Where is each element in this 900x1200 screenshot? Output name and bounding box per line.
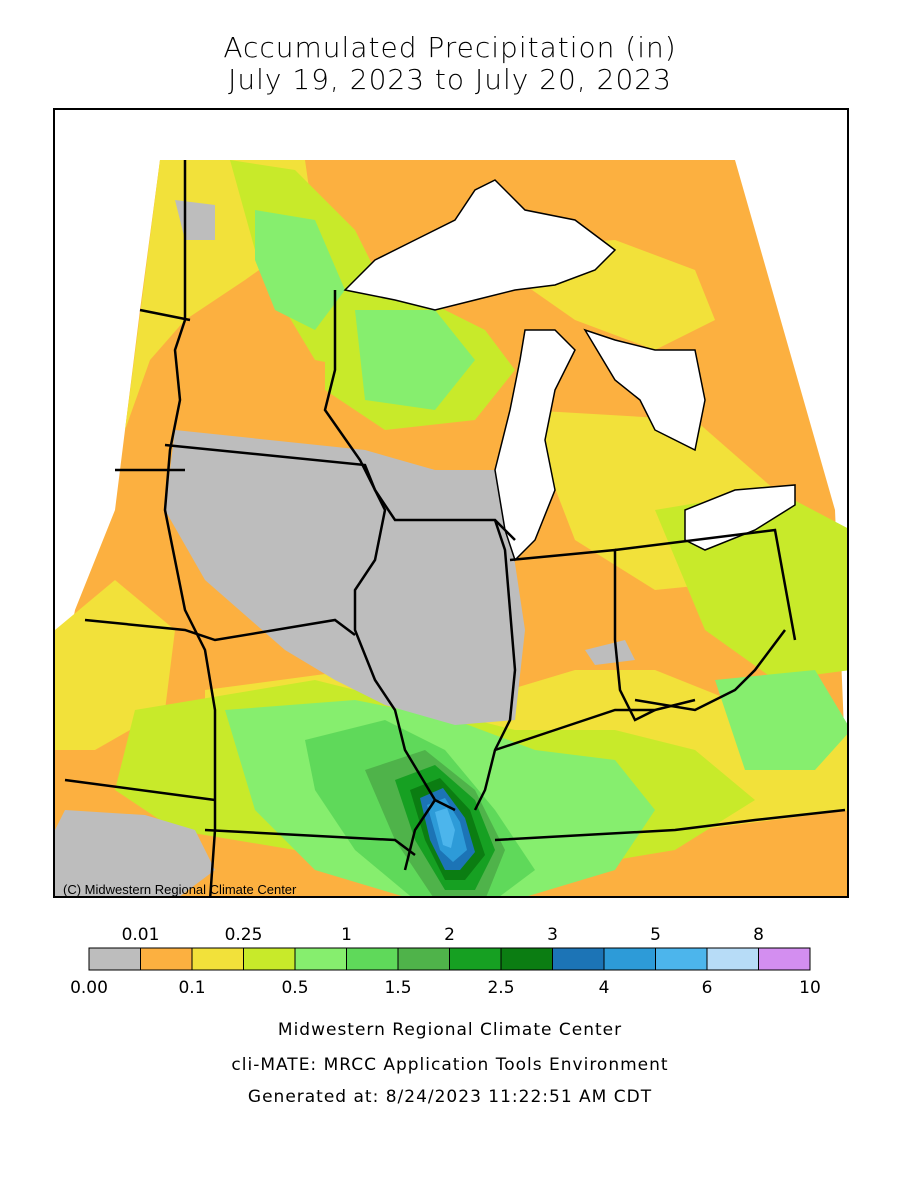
legend-bottom-label: 6: [702, 978, 713, 998]
legend-top-label: 3: [547, 925, 558, 945]
legend-swatch: [346, 947, 399, 971]
footer-organization: Midwestern Regional Climate Center: [277, 1020, 623, 1040]
legend-swatch: [140, 947, 193, 971]
legend-swatch: [758, 947, 811, 971]
legend-swatch: [706, 947, 759, 971]
precip-legend: 0.01 0.25 1 2 3 5 8 0.00 0.1 0.5 1.5 2.5 4 6 10: [0, 915, 900, 1005]
legend-top-label: 5: [650, 925, 661, 945]
legend-swatch: [294, 947, 347, 971]
legend-top-label: 1: [341, 925, 352, 945]
legend-top-label: 0.25: [225, 925, 263, 945]
map-date-range: July 19, 2023 to July 20, 2023: [228, 63, 672, 96]
legend-swatch: [449, 947, 502, 971]
legend-swatch: [88, 947, 141, 971]
copyright-label: (C) Midwestern Regional Climate Center: [63, 882, 297, 897]
legend-bottom-label: 1.5: [384, 978, 411, 998]
legend-swatch: [655, 947, 708, 971]
legend-bottom-label: 2.5: [487, 978, 514, 998]
legend-bottom-label: 0.1: [178, 978, 205, 998]
legend-bottom-label: 0.00: [70, 978, 108, 998]
legend-bottom-label: 4: [599, 978, 610, 998]
state-borders: [64, 160, 846, 896]
legend-swatch: [191, 947, 244, 971]
legend-swatch: [243, 947, 296, 971]
legend-swatch: [500, 947, 553, 971]
footer-tool: cli-MATE: MRCC Application Tools Environ…: [231, 1055, 669, 1075]
legend-swatch: [603, 947, 656, 971]
legend-swatch: [397, 947, 450, 971]
legend-top-label: 0.01: [122, 925, 160, 945]
map-title: Accumulated Precipitation (in): [223, 31, 677, 64]
legend-top-label: 2: [444, 925, 455, 945]
footer-generated: Generated at: 8/24/2023 11:22:51 AM CDT: [247, 1087, 653, 1107]
legend-swatch: [552, 947, 605, 971]
precip-field: [55, 160, 847, 896]
legend-top-label: 8: [753, 925, 764, 945]
precipitation-map: (C) Midwestern Regional Climate Center: [53, 108, 849, 898]
legend-bottom-label: 10: [799, 978, 821, 998]
legend-bottom-label: 0.5: [281, 978, 308, 998]
